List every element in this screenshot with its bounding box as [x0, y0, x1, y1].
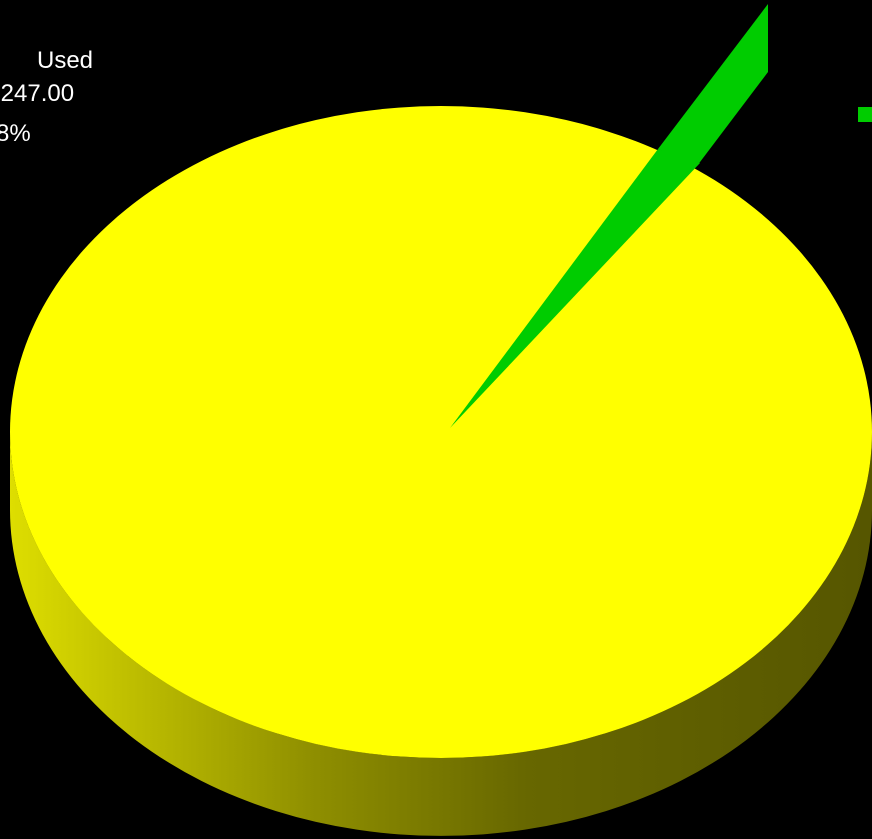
- pie-slice-main: [10, 106, 872, 758]
- slice-label-percent: 8%: [0, 120, 31, 147]
- slice-label-value: ,247.00: [0, 80, 74, 107]
- pie-slice-used: [450, 149, 700, 428]
- pie-side-wall: [10, 432, 872, 836]
- slice-label-name: Used: [37, 47, 93, 74]
- legend-swatch-used: [858, 107, 872, 122]
- pie-slice-used-side: [658, 4, 768, 166]
